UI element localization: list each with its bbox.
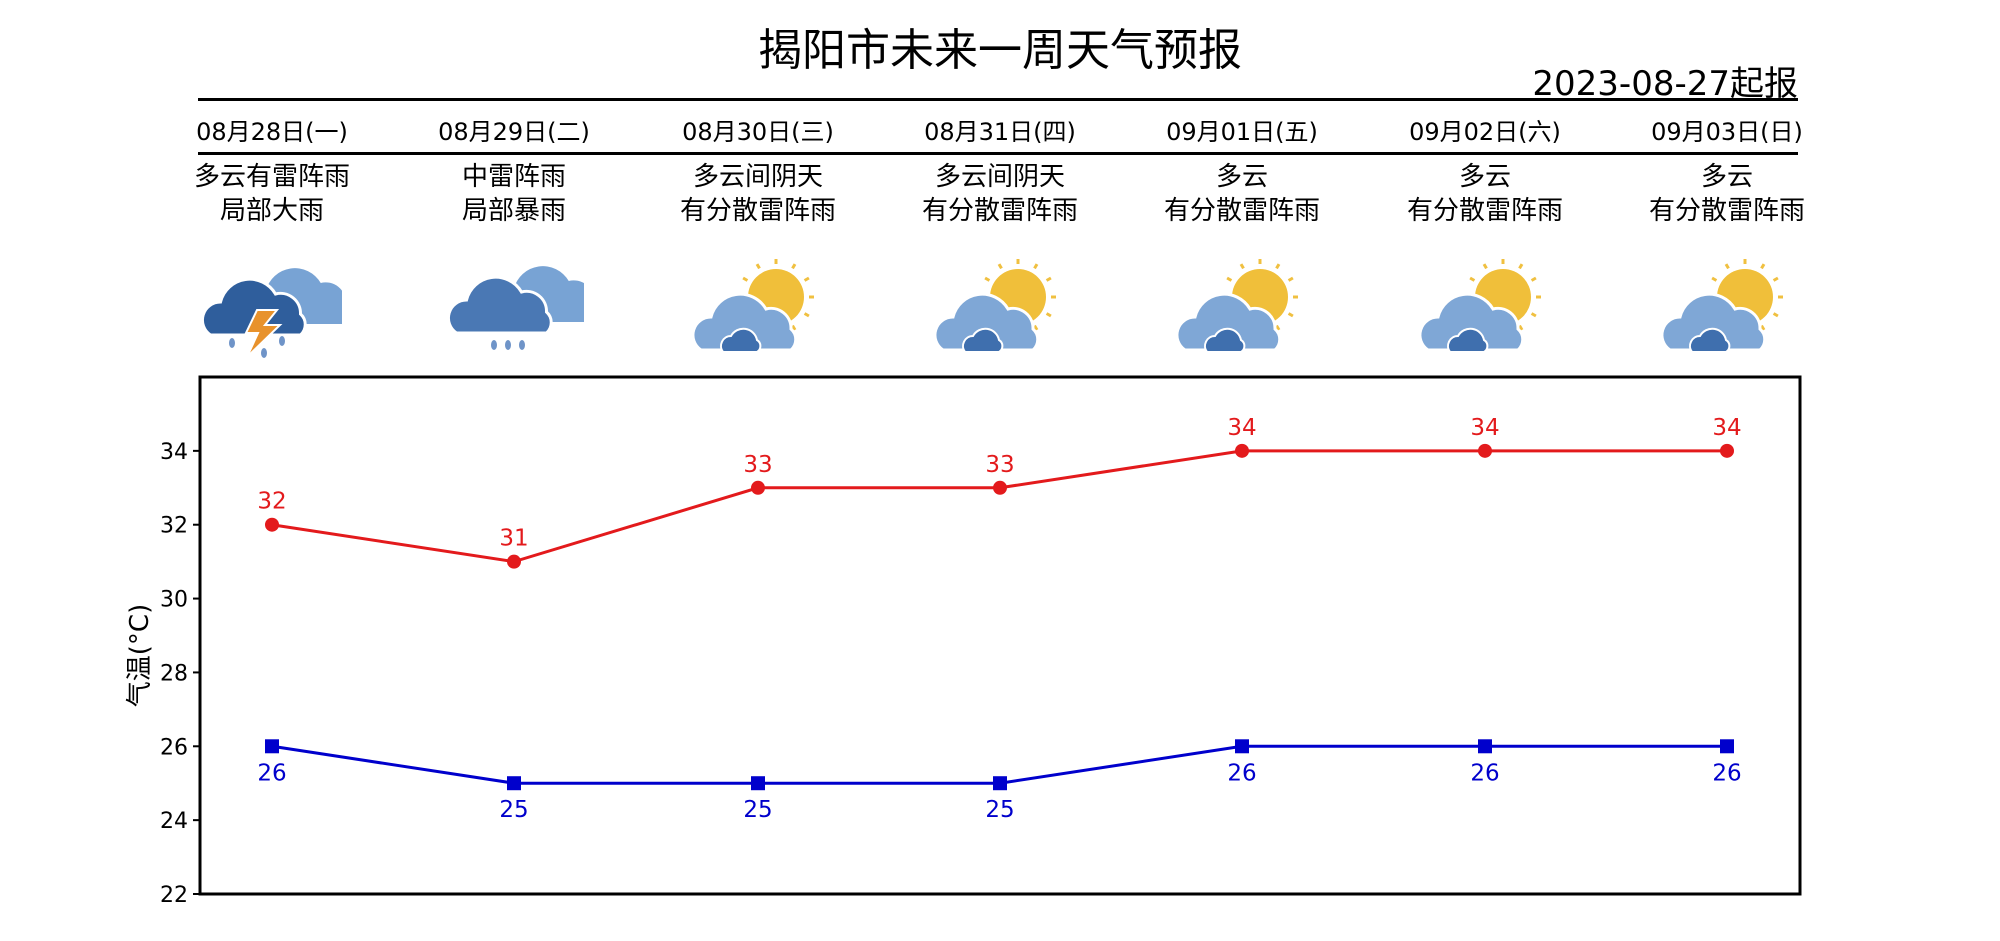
data-point	[751, 480, 765, 495]
weather-line-1: 多云	[1700, 162, 1753, 192]
day-description: 多云间阴天有分散雷阵雨	[880, 160, 1120, 228]
data-label: 32	[257, 489, 286, 515]
data-point	[1478, 443, 1492, 458]
data-point	[1720, 739, 1734, 754]
data-label: 34	[1227, 415, 1256, 441]
data-label: 33	[743, 452, 772, 478]
data-label: 34	[1712, 415, 1741, 441]
data-label: 26	[1227, 760, 1256, 786]
day-date: 08月29日(二)	[438, 118, 590, 146]
weather-line-1: 多云间阴天	[692, 162, 823, 192]
data-point	[507, 776, 521, 791]
data-point	[1720, 443, 1734, 458]
data-point	[265, 739, 279, 754]
data-point	[1235, 739, 1249, 754]
y-tick-label: 22	[160, 883, 188, 908]
partly-cloudy-icon	[1657, 255, 1797, 365]
day-date: 09月02日(六)	[1409, 118, 1561, 146]
y-tick-label: 28	[160, 661, 188, 686]
weather-line-2: 有分散雷阵雨	[1648, 196, 1805, 226]
data-label: 26	[257, 760, 286, 786]
day-description: 多云 有分散雷阵雨	[1122, 160, 1362, 228]
day-description: 多云 有分散雷阵雨	[1607, 160, 1847, 228]
day-description: 中雷阵雨 局部暴雨	[394, 160, 634, 228]
day-date: 08月28日(一)	[196, 118, 348, 146]
day-date: 09月03日(日)	[1651, 118, 1803, 146]
rain-icon	[444, 255, 599, 365]
y-axis-label: 气温(°C)	[125, 604, 155, 707]
day-date: 08月30日(三)	[682, 118, 834, 146]
weather-line-2: 局部大雨	[219, 196, 324, 226]
data-point	[265, 517, 279, 532]
partly-cloudy-icon	[688, 255, 828, 365]
partly-cloudy-icon	[930, 255, 1070, 365]
plot-frame	[198, 375, 1802, 896]
y-tick-label: 34	[160, 440, 188, 465]
data-point	[751, 776, 765, 791]
weather-line-2: 有分散雷阵雨	[1163, 196, 1320, 226]
header-top-rule	[198, 98, 1798, 101]
weather-line-1: 多云	[1458, 162, 1511, 192]
data-label: 31	[499, 526, 528, 552]
weather-line-2: 局部暴雨	[461, 196, 566, 226]
data-label: 25	[499, 797, 528, 823]
data-point	[507, 554, 521, 569]
weather-line-1: 多云有雷阵雨	[193, 162, 350, 192]
data-point	[1235, 443, 1249, 458]
partly-cloudy-icon	[1415, 255, 1555, 365]
y-tick-label: 24	[160, 809, 188, 834]
y-tick-label: 26	[160, 735, 188, 760]
header-bottom-rule	[198, 152, 1798, 155]
day-date: 08月31日(四)	[924, 118, 1076, 146]
weather-line-2: 有分散雷阵雨	[679, 196, 836, 226]
weather-line-2: 有分散雷阵雨	[921, 196, 1078, 226]
data-point	[993, 480, 1007, 495]
data-label: 26	[1470, 760, 1499, 786]
partly-cloudy-icon	[1172, 255, 1312, 365]
y-tick-label: 32	[160, 514, 188, 539]
day-date: 09月01日(五)	[1166, 118, 1318, 146]
data-point	[1478, 739, 1492, 754]
day-description: 多云有雷阵雨 局部大雨	[152, 160, 392, 228]
data-label: 25	[743, 797, 772, 823]
data-label: 34	[1470, 415, 1499, 441]
day-description: 多云 有分散雷阵雨	[1365, 160, 1605, 228]
weather-line-2: 有分散雷阵雨	[1406, 196, 1563, 226]
weather-line-1: 多云	[1215, 162, 1268, 192]
y-tick-label: 30	[160, 588, 188, 613]
thunderstorm-icon	[200, 255, 351, 365]
data-label: 25	[985, 797, 1014, 823]
issue-date: 2023-08-27起报	[1532, 64, 1798, 104]
data-point	[993, 776, 1007, 791]
weather-line-1: 多云间阴天	[934, 162, 1065, 192]
day-description: 多云间阴天有分散雷阵雨	[638, 160, 878, 228]
data-label: 26	[1712, 760, 1741, 786]
weather-line-1: 中雷阵雨	[461, 162, 566, 192]
data-label: 33	[985, 452, 1014, 478]
chart-title: 揭阳市未来一周天气预报	[758, 25, 1242, 76]
